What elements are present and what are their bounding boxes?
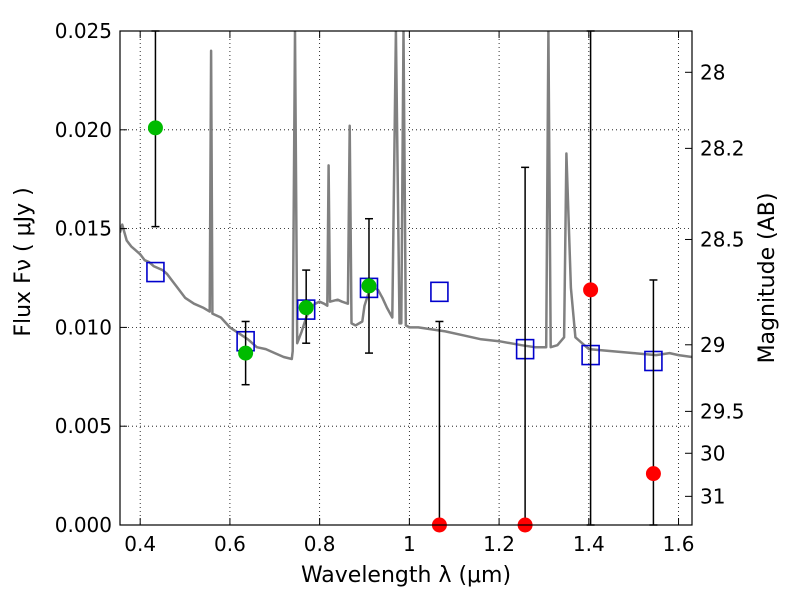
- y2-axis-label: Magnitude (AB): [755, 193, 780, 364]
- x-tick-label: 1: [403, 532, 416, 556]
- y-axis-label: Flux Fν ( μJy ): [11, 187, 36, 336]
- y2-tick-label: 30: [700, 441, 725, 465]
- x-tick-label: 1.2: [483, 532, 515, 556]
- detection-point: [298, 300, 314, 316]
- x-tick-label: 0.8: [304, 532, 336, 556]
- y-tick-label: 0.010: [55, 315, 112, 339]
- y2-tick-label: 31: [700, 484, 725, 508]
- y2-tick-label: 29: [700, 333, 725, 357]
- nondetection-point: [645, 466, 661, 482]
- error-bars: [147, 30, 661, 533]
- y-tick-label: 0.025: [55, 19, 112, 43]
- y-tick-label: 0.020: [55, 118, 112, 142]
- x-tick-label: 1.4: [573, 532, 605, 556]
- axis-ticks: [120, 30, 692, 526]
- detection-point: [238, 345, 254, 361]
- x-tick-label: 0.6: [214, 532, 246, 556]
- nondetection-point: [583, 282, 599, 298]
- sed-model-line: [120, 31, 692, 361]
- y-tick-label: 0.000: [55, 513, 112, 537]
- y2-tick-label: 29.5: [700, 399, 745, 423]
- y2-tick-label: 28.5: [700, 227, 745, 251]
- detection-point: [361, 278, 377, 294]
- y-tick-label: 0.005: [55, 414, 112, 438]
- x-tick-label: 1.6: [663, 532, 695, 556]
- x-axis-label: Wavelength λ (μm): [301, 563, 511, 588]
- model-photometry-square: [430, 281, 449, 303]
- tick-labels: 0.4 0.6 0.8 1 1.2 1.4 1.6 0.000 0.005 0.010 0.015 0…: [55, 19, 745, 556]
- y-tick-label: 0.015: [55, 217, 112, 241]
- x-tick-label: 0.4: [124, 532, 156, 556]
- y2-tick-label: 28: [700, 60, 725, 84]
- detection-point: [147, 120, 163, 136]
- model-photometry-square: [146, 261, 165, 283]
- plot-frame: [119, 30, 693, 526]
- y2-tick-label: 28.2: [700, 136, 745, 160]
